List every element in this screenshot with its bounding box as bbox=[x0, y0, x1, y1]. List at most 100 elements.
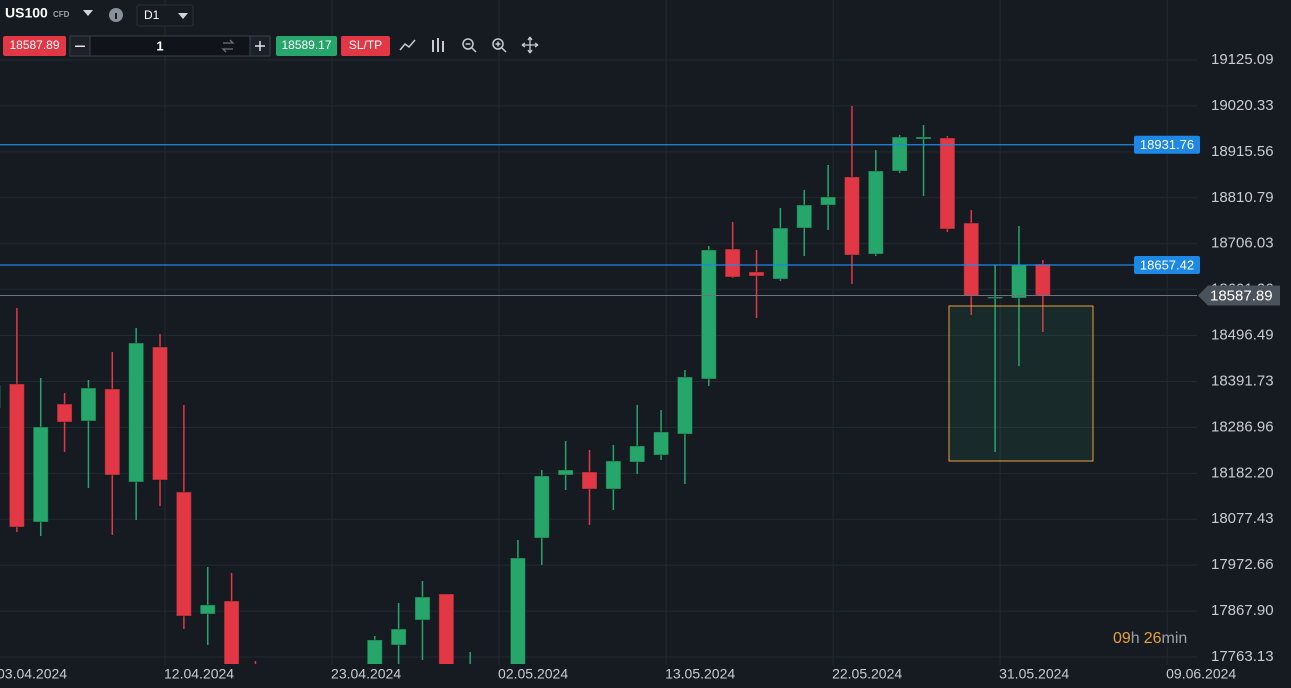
quantity-box bbox=[69, 35, 271, 57]
sl-tp-label: SL/TP bbox=[349, 38, 382, 52]
zoom-in-icon[interactable] bbox=[492, 38, 504, 50]
y-tick-label: 18077.43 bbox=[1211, 510, 1274, 527]
candle-body bbox=[557, 469, 574, 476]
x-tick-label: 12.04.2024 bbox=[164, 666, 234, 682]
candle-countdown: 09h 26min bbox=[1113, 630, 1187, 647]
candle-body bbox=[0, 384, 1, 409]
line-chart-icon[interactable] bbox=[399, 39, 416, 51]
candle-body bbox=[32, 426, 49, 523]
candle-body bbox=[152, 346, 169, 481]
timeframe-dropdown bbox=[178, 13, 188, 19]
buy-price: 18589.17 bbox=[281, 38, 331, 52]
sell-button[interactable] bbox=[3, 36, 66, 56]
sell-price: 18587.89 bbox=[9, 38, 59, 52]
candle-body bbox=[390, 628, 407, 646]
candle-body bbox=[963, 222, 980, 297]
candle-body bbox=[80, 387, 97, 422]
last-price-tag bbox=[1198, 285, 1280, 306]
candle-body bbox=[867, 170, 884, 255]
y-tick-label: 18286.96 bbox=[1211, 418, 1274, 435]
candle-body bbox=[748, 271, 765, 277]
timeframe: D1 bbox=[144, 8, 160, 22]
symbol[interactable]: US100 bbox=[5, 5, 48, 21]
candle-body bbox=[700, 249, 717, 380]
plus-glyph bbox=[255, 41, 265, 51]
price-tags: 18931.76 18657.42 18587.89 bbox=[1134, 135, 1280, 306]
y-tick-label: 18182.20 bbox=[1211, 464, 1274, 481]
x-tick-label: 03.04.2024 bbox=[0, 666, 67, 682]
candle-body bbox=[1034, 263, 1051, 296]
x-tick-label: 09.06.2024 bbox=[1166, 666, 1236, 682]
candle-body bbox=[1010, 264, 1027, 299]
y-tick-label: 18496.49 bbox=[1211, 327, 1274, 344]
y-tick-label: 18810.79 bbox=[1211, 189, 1274, 206]
x-tick-label: 23.04.2024 bbox=[331, 666, 401, 682]
candle-body bbox=[772, 227, 789, 280]
countdown-minutes: 26 bbox=[1144, 630, 1162, 647]
horizontal-line-tag bbox=[1134, 256, 1200, 275]
pan-icon[interactable] bbox=[521, 36, 539, 54]
candle-body bbox=[366, 639, 383, 664]
candle-body bbox=[175, 491, 192, 617]
x-tick-label: 31.05.2024 bbox=[999, 666, 1069, 682]
candle-body bbox=[891, 136, 908, 172]
time-axis: 03.04.2024 12.04.2024 23.04.2024 02.05.2024… bbox=[0, 666, 1236, 682]
drawn-rectangle[interactable] bbox=[948, 305, 1094, 462]
x-tick-label: 22.05.2024 bbox=[832, 666, 902, 682]
timeframe-select[interactable] bbox=[136, 4, 194, 27]
horizontal-line-label: 18931.76 bbox=[1140, 137, 1194, 152]
y-tick-label: 18391.73 bbox=[1211, 372, 1274, 389]
candle-body bbox=[8, 383, 25, 528]
quantity-input[interactable]: 1 bbox=[156, 38, 163, 53]
candle-body bbox=[199, 604, 216, 615]
horizontal-line-label: 18657.42 bbox=[1140, 257, 1194, 272]
candle-body bbox=[987, 296, 1004, 300]
candle-body bbox=[581, 471, 598, 490]
y-tick-label: 18915.56 bbox=[1211, 143, 1274, 160]
y-tick-label: 18706.03 bbox=[1211, 235, 1274, 252]
y-tick-label: 19020.33 bbox=[1211, 97, 1274, 114]
plot bbox=[0, 105, 1197, 664]
y-tick-label: 17867.90 bbox=[1211, 602, 1274, 619]
countdown-minutes-unit: min bbox=[1162, 630, 1188, 647]
info-icon-glyph bbox=[115, 13, 117, 19]
candle-body bbox=[629, 445, 646, 463]
candle-body bbox=[843, 176, 860, 256]
buy-button[interactable] bbox=[276, 36, 337, 56]
candle-chart-icon[interactable] bbox=[432, 38, 444, 52]
candle-body bbox=[605, 460, 622, 490]
x-tick-label: 02.05.2024 bbox=[498, 666, 568, 682]
symbol-dropdown[interactable] bbox=[83, 10, 93, 16]
zoom-in-glyph bbox=[495, 41, 507, 53]
y-tick-label: 17972.66 bbox=[1211, 556, 1274, 573]
y-tick-label: 17763.13 bbox=[1211, 648, 1274, 665]
candle-body bbox=[724, 248, 741, 278]
candle-body bbox=[676, 376, 693, 435]
symbol-type: CFD bbox=[53, 10, 70, 19]
candle-body bbox=[533, 475, 550, 539]
candle-body bbox=[438, 593, 455, 664]
candle-body bbox=[653, 431, 670, 456]
candle-body bbox=[820, 196, 837, 206]
candle-body bbox=[796, 204, 813, 229]
last-price-label: 18587.89 bbox=[1210, 287, 1273, 304]
countdown-hours: 09 bbox=[1113, 630, 1131, 647]
candle-body bbox=[223, 600, 240, 664]
grid bbox=[0, 0, 1197, 665]
candle-body bbox=[128, 342, 145, 483]
zoom-out-icon[interactable] bbox=[462, 38, 474, 50]
candle-body bbox=[939, 137, 956, 230]
candle-body bbox=[509, 557, 526, 664]
countdown-hours-unit: h bbox=[1131, 630, 1140, 647]
quantity-toggle-icon[interactable] bbox=[221, 39, 235, 53]
zoom-out-glyph bbox=[465, 43, 477, 53]
y-tick-label: 19125.09 bbox=[1211, 51, 1274, 68]
x-tick-label: 13.05.2024 bbox=[665, 666, 735, 682]
candle-body bbox=[414, 596, 431, 621]
minus-glyph bbox=[75, 45, 85, 47]
sl-tp-button[interactable] bbox=[341, 36, 390, 56]
candle-body bbox=[56, 403, 73, 423]
